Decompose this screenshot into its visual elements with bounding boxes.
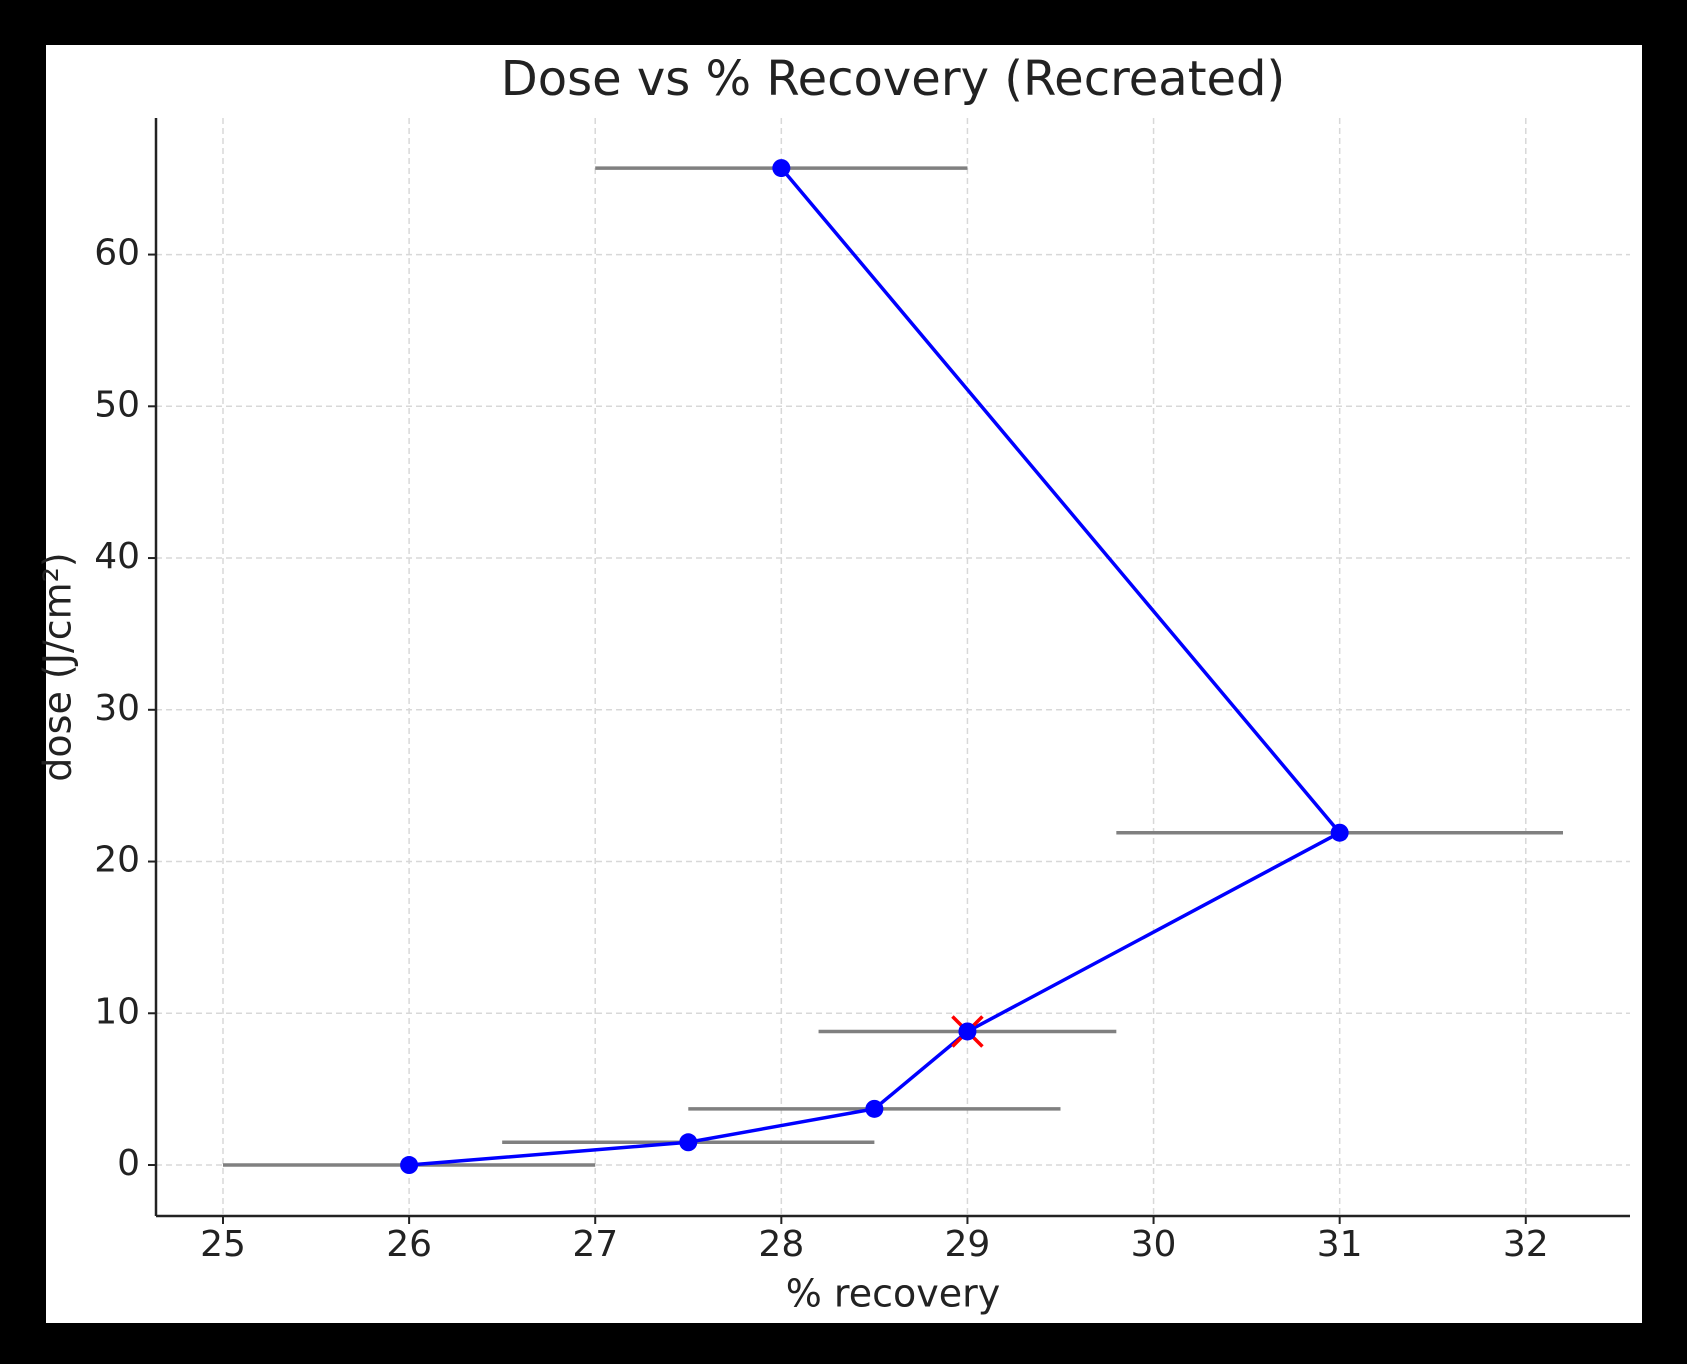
data-point <box>679 1133 698 1152</box>
data-point <box>958 1022 977 1041</box>
x-tick-label: 32 <box>1503 1224 1549 1265</box>
x-tick-label: 29 <box>945 1224 991 1265</box>
y-tick-label: 20 <box>94 840 140 881</box>
data-point <box>1330 823 1349 842</box>
data-line <box>408 166 1343 1167</box>
x-tick-label: 26 <box>386 1224 432 1265</box>
chart-background <box>46 45 1642 1323</box>
y-tick-label: 30 <box>94 688 140 729</box>
x-tick-label: 27 <box>572 1224 618 1265</box>
y-tick-label: 40 <box>94 536 140 577</box>
x-tick-label: 28 <box>758 1224 804 1265</box>
y-axis-label: dose (J/cm²) <box>36 552 80 781</box>
y-tick-label: 60 <box>94 233 140 274</box>
data-point <box>400 1156 419 1175</box>
x-tick-label: 30 <box>1131 1224 1177 1265</box>
x-tick-label: 25 <box>200 1224 246 1265</box>
y-tick-label: 10 <box>94 991 140 1032</box>
x-axis-label: % recovery <box>786 1272 1000 1316</box>
data-point <box>865 1099 884 1118</box>
y-tick-label: 0 <box>117 1143 140 1184</box>
x-tick-label: 31 <box>1317 1224 1363 1265</box>
chart-title: Dose vs % Recovery (Recreated) <box>501 51 1286 107</box>
y-tick-label: 50 <box>94 384 140 425</box>
data-point <box>772 159 791 178</box>
